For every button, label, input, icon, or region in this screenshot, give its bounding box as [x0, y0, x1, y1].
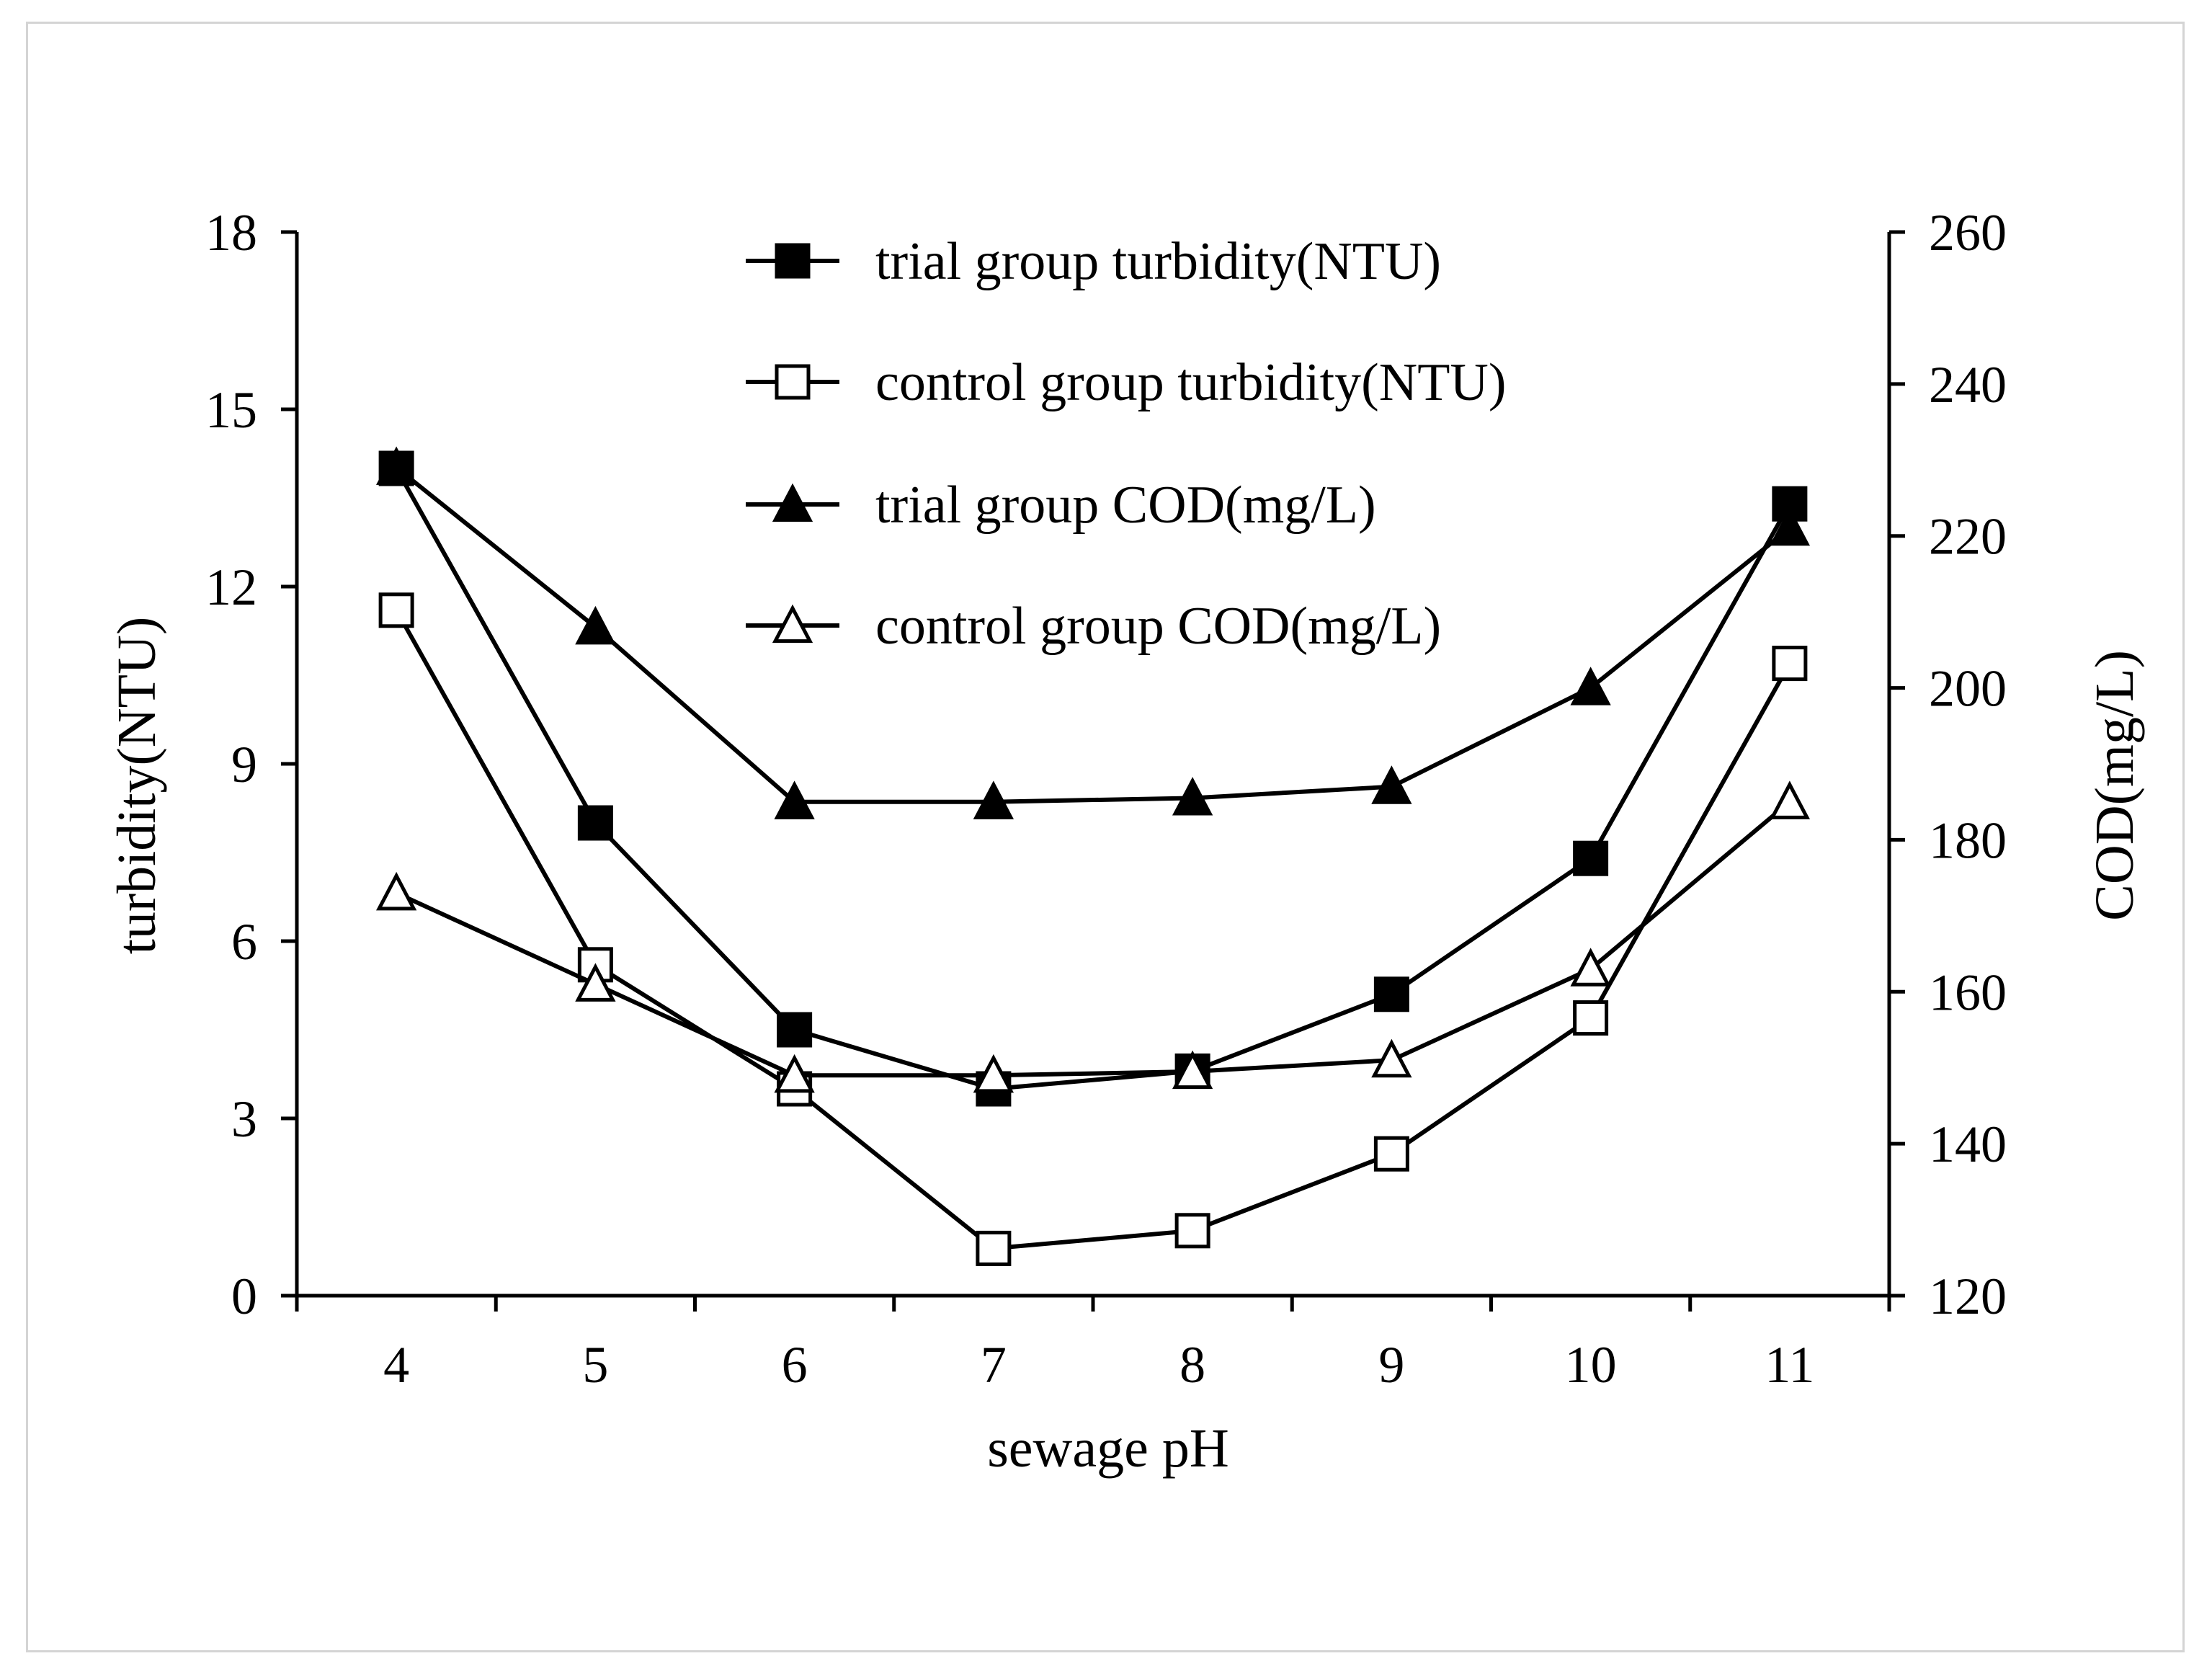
legend-marker: [775, 364, 811, 400]
series-line: [394, 467, 1792, 1091]
data-point: [1573, 840, 1609, 876]
data-point: [973, 1054, 1014, 1093]
series-3: [375, 446, 1811, 819]
y-tick-label: 15: [205, 381, 257, 439]
data-point: [1174, 1213, 1210, 1249]
y2-tick-label: 160: [1929, 963, 2007, 1021]
data-point: [1172, 1050, 1213, 1090]
legend-label: trial group turbidity(NTU): [875, 232, 1441, 291]
data-point: [1371, 1038, 1412, 1078]
y2-tick-label: 240: [1929, 356, 2007, 414]
data-point: [1172, 777, 1213, 816]
y-tick-label: 6: [231, 913, 257, 971]
data-point: [375, 446, 417, 485]
axes: 4 5 6 7 8 9 10 11 0 3 6 9 12 15 18 120 140 160 180 200 220 24…: [205, 204, 2007, 1394]
y2-tick-label: 200: [1929, 660, 2007, 718]
y-tick-label: 9: [231, 736, 257, 793]
data-point: [378, 592, 414, 628]
data-point: [1373, 1136, 1409, 1172]
data-point: [1570, 667, 1611, 705]
data-point: [1371, 765, 1412, 804]
data-point: [774, 780, 815, 819]
series-layer: [375, 446, 1811, 1266]
legend: trial group turbidity(NTU) control group …: [746, 232, 1507, 656]
legend-item: control group turbidity(NTU): [746, 353, 1507, 412]
x-tick-label: 9: [1378, 1336, 1404, 1394]
y2-tick-label: 220: [1929, 508, 2007, 566]
data-point: [976, 1230, 1012, 1266]
data-point: [375, 871, 417, 911]
data-point: [973, 780, 1014, 819]
y-tick-label: 0: [231, 1268, 257, 1325]
data-point: [1373, 976, 1409, 1012]
y2-tick-label: 120: [1929, 1268, 2007, 1325]
y2-tick-label: 180: [1929, 811, 2007, 869]
legend-item: trial group COD(mg/L): [746, 476, 1376, 535]
y-tick-label: 12: [205, 558, 257, 616]
data-point: [577, 805, 613, 841]
data-point: [575, 963, 616, 1002]
data-point: [777, 1012, 813, 1048]
data-point: [1573, 1000, 1609, 1036]
legend-label: control group COD(mg/L): [875, 597, 1441, 656]
x-tick-label: 8: [1179, 1336, 1205, 1394]
x-tick-label: 6: [782, 1336, 808, 1394]
y2-tick-label: 260: [1929, 204, 2007, 262]
legend-item: control group COD(mg/L): [746, 597, 1441, 656]
x-tick-label: 7: [981, 1336, 1007, 1394]
data-point: [1769, 780, 1811, 819]
legend-item: trial group turbidity(NTU): [746, 232, 1441, 291]
legend-marker: [772, 604, 813, 644]
x-tick-label: 5: [582, 1336, 608, 1394]
y2-axis-title: COD(mg/L): [2084, 650, 2145, 921]
series-line: [395, 800, 1791, 1078]
legend-label: control group turbidity(NTU): [875, 353, 1507, 412]
x-tick-label: 4: [383, 1336, 409, 1394]
data-point: [1570, 948, 1611, 987]
data-point: [1772, 486, 1808, 522]
data-point: [774, 1054, 815, 1093]
legend-marker: [775, 243, 811, 279]
series-line: [394, 609, 1792, 1251]
y2-tick-label: 140: [1929, 1116, 2007, 1173]
x-tick-label: 10: [1565, 1336, 1617, 1394]
y-axis-title: turbidity(NTU): [107, 617, 167, 955]
data-point: [1769, 507, 1811, 546]
y-tick-label: 3: [231, 1090, 257, 1148]
x-axis-title: sewage pH: [987, 1418, 1229, 1479]
series-line: [395, 466, 1791, 804]
legend-label: trial group COD(mg/L): [875, 476, 1376, 535]
chart-frame: [26, 22, 2185, 1652]
data-point: [1772, 646, 1808, 682]
series-4: [375, 780, 1811, 1093]
y-tick-label: 18: [205, 204, 257, 262]
data-point: [575, 605, 616, 645]
legend-marker: [772, 483, 813, 522]
x-tick-label: 11: [1765, 1336, 1814, 1394]
